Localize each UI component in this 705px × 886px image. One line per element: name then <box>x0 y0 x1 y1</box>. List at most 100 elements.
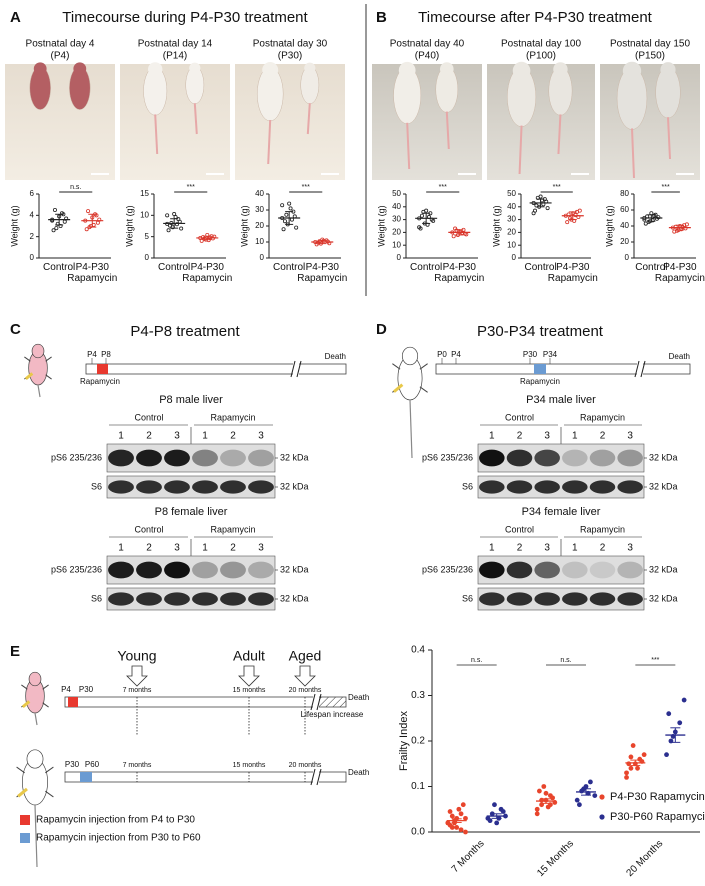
band <box>506 592 533 606</box>
band <box>136 592 162 606</box>
mouse-icon-leg <box>45 766 54 774</box>
y-axis-label: Frailty Index <box>398 711 410 771</box>
size-label: 32 kDa <box>280 452 309 462</box>
data-point <box>630 743 636 748</box>
data-point <box>447 809 453 814</box>
significance-label: *** <box>302 184 310 191</box>
data-point <box>673 224 678 229</box>
data-point <box>449 813 455 819</box>
photo-caption: (P4) <box>51 51 70 62</box>
data-point <box>463 815 468 821</box>
data-point <box>166 228 171 233</box>
treatment-box <box>97 364 108 374</box>
y-tick-label: 0 <box>30 253 35 262</box>
lane-label: 3 <box>174 543 180 554</box>
lane-label: 2 <box>230 431 236 442</box>
treatment-box <box>68 697 78 707</box>
month-label: 7 months <box>123 762 152 769</box>
legend-swatch <box>20 833 30 843</box>
timeline-note: Lifespan increase <box>301 710 364 719</box>
size-label: 32 kDa <box>280 593 309 603</box>
y-tick-label: 6 <box>30 189 35 198</box>
band <box>617 592 643 606</box>
photo-caption: Postnatal day 4 <box>26 39 95 50</box>
data-point <box>173 215 178 220</box>
syringe <box>17 787 28 798</box>
data-point <box>174 222 179 227</box>
photo-caption: (P40) <box>415 51 439 62</box>
blot-title: P8 female liver <box>155 506 228 518</box>
band <box>248 561 274 579</box>
band <box>562 592 588 606</box>
band <box>479 592 505 606</box>
mouse-tail <box>667 117 671 160</box>
size-label: 32 kDa <box>649 564 678 574</box>
data-point <box>577 802 582 808</box>
band <box>479 480 505 494</box>
timeline-mark: P4 <box>61 685 71 694</box>
data-point <box>463 829 468 835</box>
x-tick-label: P4-P30 Rapamycin <box>654 262 705 284</box>
break-line <box>290 360 296 378</box>
legend-label: P30-P60 Rapamycin <box>610 811 705 823</box>
lane-label: 3 <box>544 543 550 554</box>
stage-arrow <box>238 665 260 687</box>
mouse-tail <box>406 122 411 170</box>
lane-label: 3 <box>627 431 633 442</box>
data-point <box>62 219 67 224</box>
treatment-box <box>80 772 92 782</box>
x-tick-label: Control <box>273 262 306 273</box>
timeline-mark: P34 <box>543 350 558 359</box>
stage-label: Adult <box>233 648 265 664</box>
month-label: 20 months <box>289 687 322 694</box>
significance-label: n.s. <box>471 657 482 664</box>
mouse-icon-tail <box>34 712 38 726</box>
group-label: Control <box>505 412 534 422</box>
mouse-head <box>304 62 316 74</box>
mouse-tail <box>557 114 562 155</box>
syringe <box>21 700 31 709</box>
y-tick-label: 0 <box>397 253 402 262</box>
mouse-icon-head <box>28 671 42 687</box>
mouse-head <box>33 62 47 76</box>
data-point <box>54 226 59 231</box>
size-label: 32 kDa <box>649 593 678 603</box>
mouse-icon-leg <box>45 790 54 798</box>
mouse-head <box>73 62 87 76</box>
band <box>192 592 218 606</box>
data-point <box>58 223 63 228</box>
band <box>220 480 246 494</box>
blot-title: P34 female liver <box>522 506 601 518</box>
photo-caption: Postnatal day 150 <box>610 39 690 50</box>
band <box>192 480 218 494</box>
data-point <box>202 236 207 241</box>
lane-label: 3 <box>544 431 550 442</box>
data-point <box>95 220 100 225</box>
y-tick-label: 0.1 <box>411 781 425 792</box>
y-tick-label: 40 <box>507 202 516 211</box>
photo-caption: (P30) <box>278 51 302 62</box>
group-label: Control <box>134 412 163 422</box>
mouse-icon-leg <box>21 684 28 690</box>
y-axis-label: Weight (g) <box>491 205 501 246</box>
band <box>220 449 246 467</box>
data-point <box>635 765 640 771</box>
size-label: 32 kDa <box>649 452 678 462</box>
mouse-head <box>440 62 454 76</box>
data-point <box>677 720 683 726</box>
photo <box>487 64 595 180</box>
data-point <box>652 213 657 218</box>
mouse-icon-head <box>401 346 419 366</box>
panel-title: Timecourse after P4-P30 treatment <box>418 9 653 26</box>
data-point <box>684 222 689 227</box>
data-point <box>445 820 451 826</box>
y-tick-label: 30 <box>255 205 264 214</box>
timeline-bar <box>85 363 347 375</box>
timeline-break <box>293 362 299 376</box>
lane-label: 1 <box>489 543 495 554</box>
lane-label: 2 <box>146 431 152 442</box>
photo-caption: Postnatal day 30 <box>253 39 328 50</box>
band <box>562 480 588 494</box>
mouse-icon-tail <box>37 384 41 398</box>
x-tick-label: P4-P30 Rapamycin <box>297 262 348 284</box>
